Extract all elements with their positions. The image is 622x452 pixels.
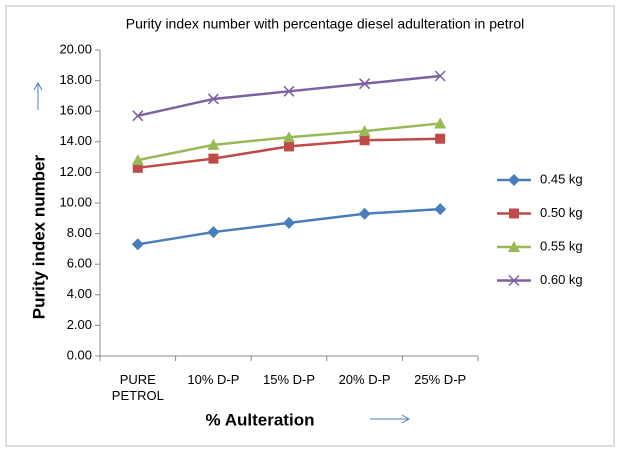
data-point <box>283 131 295 143</box>
y-tick-label: 2.00 <box>67 317 92 332</box>
y-axis-label: Purity index number <box>29 154 48 319</box>
data-point <box>283 216 295 229</box>
data-point <box>434 117 447 129</box>
x-tick-label: PURE PETROL <box>111 372 164 403</box>
x-tick-label: 20% D-P <box>338 372 391 387</box>
y-tick-label: 12.00 <box>59 164 92 179</box>
data-point <box>132 162 143 173</box>
data-point <box>359 78 371 90</box>
y-tick-label: 0.00 <box>67 347 92 362</box>
data-point <box>207 138 220 150</box>
x-arrow-head <box>401 414 411 424</box>
y-tick-label: 14.00 <box>59 133 92 148</box>
data-point <box>435 133 446 144</box>
data-point <box>131 154 144 166</box>
y-tick-label: 4.00 <box>67 286 92 301</box>
y-arrow-head <box>33 81 43 91</box>
data-point <box>358 207 371 220</box>
data-point <box>207 226 220 239</box>
y-tick-label: 16.00 <box>59 103 92 118</box>
x-tick-label: 10% D-P <box>187 372 240 387</box>
legend-marker <box>508 274 520 287</box>
legend-label: 0.50 kg <box>540 205 583 220</box>
legend-marker <box>508 241 520 252</box>
legend-label: 0.55 kg <box>540 238 583 253</box>
data-point <box>434 70 446 82</box>
chart-title: Purity index number with percentage dies… <box>126 16 524 32</box>
legend-marker <box>509 208 519 219</box>
x-tick-label: 15% D-P <box>262 372 316 387</box>
x-tick-label: 25% D-P <box>414 372 467 387</box>
data-point <box>284 141 294 152</box>
data-point <box>283 85 295 97</box>
y-tick-label: 20.00 <box>59 41 92 56</box>
y-tick-label: 6.00 <box>67 256 92 271</box>
legend-label: 0.45 kg <box>540 171 583 186</box>
y-tick-label: 10.00 <box>59 194 92 209</box>
y-tick-label: 18.00 <box>59 72 92 87</box>
x-axis-label: % Aulteration <box>206 410 315 429</box>
chart-border <box>5 5 615 447</box>
legend-marker <box>508 174 520 186</box>
data-point <box>359 135 370 146</box>
data-point <box>132 110 144 122</box>
y-tick-label: 8.00 <box>67 225 92 240</box>
series-line <box>137 74 441 118</box>
data-point <box>358 125 371 137</box>
data-point <box>207 93 219 105</box>
data-point <box>208 153 219 164</box>
data-point <box>434 203 447 216</box>
data-point <box>131 238 144 251</box>
legend-label: 0.60 kg <box>540 272 583 287</box>
